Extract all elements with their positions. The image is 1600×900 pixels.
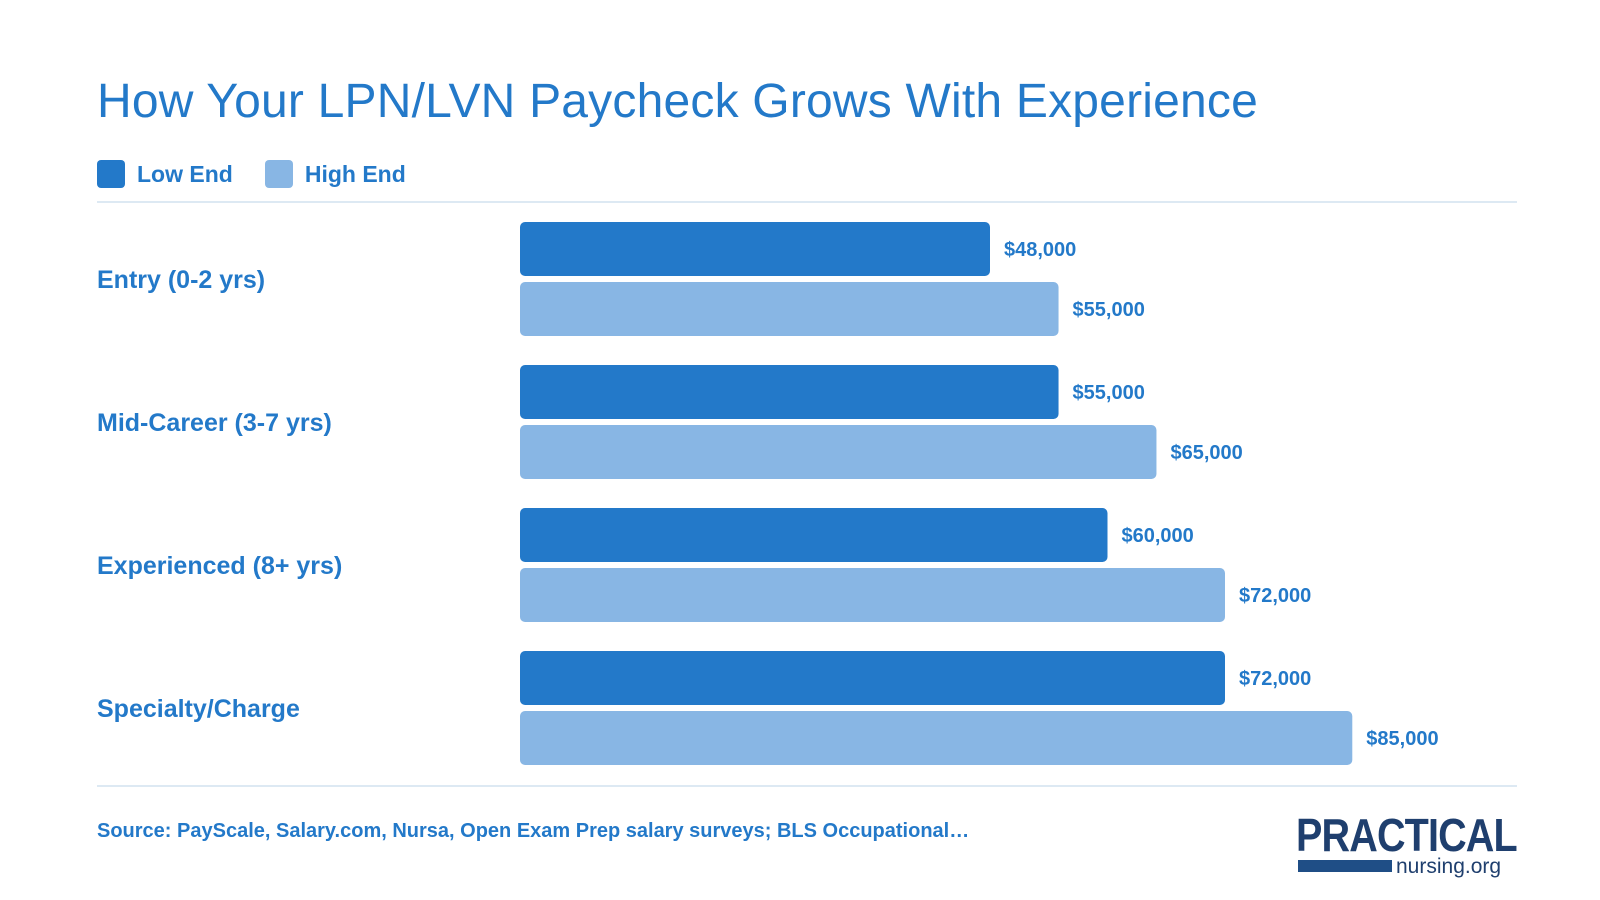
source-note: Source: PayScale, Salary.com, Nursa, Ope… bbox=[97, 820, 970, 842]
bar-high-end bbox=[520, 711, 1353, 765]
data-label: $72,000 bbox=[1239, 668, 1311, 690]
bar-low-end bbox=[520, 222, 990, 276]
data-label: $60,000 bbox=[1122, 525, 1194, 547]
bar-low-end bbox=[520, 365, 1059, 419]
legend: Low End High End bbox=[97, 160, 438, 188]
bar-high-end bbox=[520, 282, 1059, 336]
legend-swatch-low-end bbox=[97, 160, 125, 188]
data-label: $55,000 bbox=[1073, 299, 1145, 321]
category-label: Entry (0-2 yrs) bbox=[97, 266, 265, 294]
legend-item-low-end: Low End bbox=[97, 160, 233, 188]
bar-high-end bbox=[520, 568, 1225, 622]
legend-swatch-high-end bbox=[264, 160, 293, 188]
legend-label-high-end: High End bbox=[304, 160, 406, 187]
bar-low-end bbox=[520, 508, 1108, 562]
logo-subtext: nursing.org bbox=[1396, 855, 1502, 878]
data-label: $85,000 bbox=[1366, 728, 1438, 750]
chart-title: How Your LPN/LVN Paycheck Grows With Exp… bbox=[97, 75, 1259, 128]
legend-label-low-end: Low End bbox=[137, 160, 233, 187]
category-label: Mid-Career (3-7 yrs) bbox=[97, 409, 332, 437]
bar-low-end bbox=[520, 651, 1225, 705]
data-label: $72,000 bbox=[1239, 585, 1311, 607]
top-divider bbox=[97, 201, 1517, 203]
logo-wordmark: PRACTICAL bbox=[1296, 809, 1518, 861]
logo-bar bbox=[1298, 860, 1392, 872]
bottom-divider bbox=[97, 785, 1517, 787]
data-label: $48,000 bbox=[1004, 239, 1076, 261]
category-label: Specialty/Charge bbox=[97, 695, 300, 723]
data-label: $65,000 bbox=[1170, 442, 1242, 464]
bar-high-end bbox=[520, 425, 1157, 479]
category-label: Experienced (8+ yrs) bbox=[97, 552, 342, 580]
data-label: $55,000 bbox=[1073, 382, 1145, 404]
legend-item-high-end: High End bbox=[264, 160, 406, 188]
practical-nursing-logo: PRACTICAL nursing.org bbox=[1296, 808, 1518, 884]
